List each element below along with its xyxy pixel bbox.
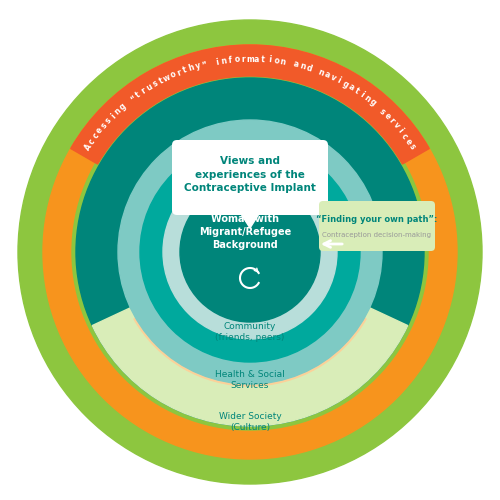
Text: s: s [407,142,417,151]
Text: o: o [168,70,177,80]
Polygon shape [236,206,264,228]
Text: n: n [317,68,326,78]
Text: t: t [261,55,266,64]
Text: n: n [220,56,227,66]
Text: c: c [90,132,101,140]
Text: v: v [329,72,338,83]
Text: g: g [340,78,349,90]
Circle shape [76,78,424,426]
Circle shape [118,120,382,384]
Text: i: i [396,127,404,134]
Text: s: s [104,116,114,126]
Text: n: n [112,106,123,117]
Text: A: A [83,142,94,152]
Text: s: s [151,79,159,89]
Text: i: i [109,112,117,120]
Text: y: y [194,61,202,71]
Text: o: o [273,56,280,66]
Text: a: a [292,60,300,70]
FancyBboxPatch shape [172,140,328,215]
Text: h: h [188,63,196,73]
Wedge shape [70,45,430,164]
Text: Wider Society
(Culture): Wider Society (Culture) [218,412,282,432]
Text: r: r [176,68,182,78]
Text: v: v [391,121,401,130]
Text: e: e [403,136,413,146]
Text: i: i [336,76,342,86]
Text: “: “ [128,94,138,104]
Text: t: t [352,86,360,96]
Text: a: a [346,82,356,92]
Text: e: e [94,126,105,136]
Circle shape [163,165,337,339]
Text: Contraception decision-making: Contraception decision-making [322,232,432,238]
Text: Family: Family [236,298,264,306]
Wedge shape [92,252,407,426]
Text: Community
(friends, peers): Community (friends, peers) [216,322,284,342]
Circle shape [18,20,482,484]
Text: t: t [157,76,164,86]
Circle shape [43,45,457,459]
Text: n: n [362,94,372,104]
Text: i: i [215,57,219,66]
Wedge shape [134,252,366,386]
Text: Health & Social
Services: Health & Social Services [215,370,285,390]
Circle shape [140,142,360,362]
Text: m: m [246,54,254,64]
Text: i: i [358,90,366,99]
Text: i: i [268,56,272,64]
Text: t: t [134,90,142,100]
Text: a: a [254,54,260,64]
Text: d: d [304,63,312,73]
Text: o: o [234,55,240,64]
Text: r: r [387,116,396,125]
Text: n: n [280,57,286,66]
Text: a: a [323,70,332,80]
Text: r: r [242,54,246,64]
Text: c: c [87,137,97,146]
Text: g: g [118,102,128,112]
Text: Views and
experiences of the
Contraceptive Implant: Views and experiences of the Contracepti… [184,156,316,192]
Text: “Finding your own path”:: “Finding your own path”: [316,215,438,224]
Text: c: c [400,132,409,140]
Text: s: s [99,121,109,130]
Text: r: r [140,86,148,96]
Text: u: u [144,82,154,92]
Text: e: e [382,111,392,121]
Text: n: n [298,61,306,72]
Text: Woman with
Migrant/Refugee
Background: Woman with Migrant/Refugee Background [199,214,291,250]
Text: g: g [368,98,377,108]
Text: s: s [378,106,387,116]
Text: t: t [182,66,188,75]
FancyBboxPatch shape [319,201,435,251]
Circle shape [180,182,320,322]
Text: w: w [162,72,172,84]
Text: ”: ” [200,60,207,70]
Text: Partner: Partner [234,262,266,272]
Text: f: f [228,56,232,64]
Circle shape [72,74,428,430]
